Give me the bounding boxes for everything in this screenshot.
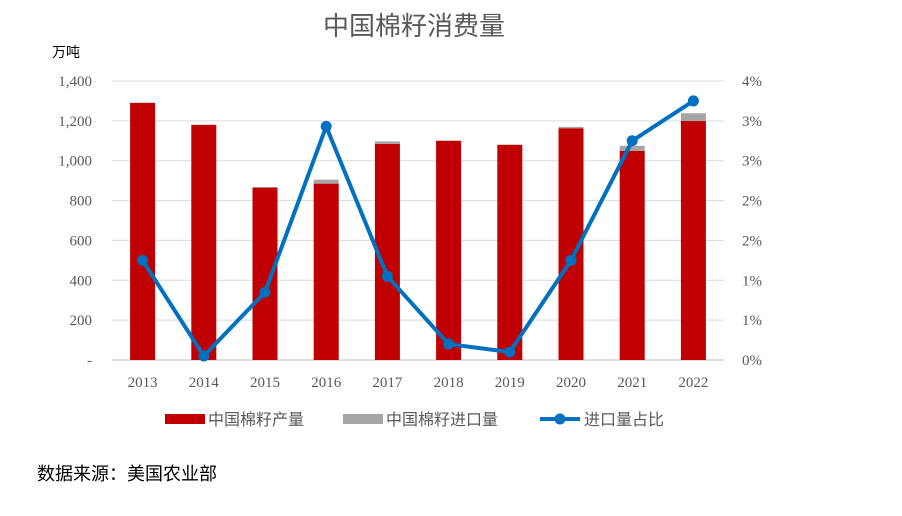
y-tick-label: - [87, 353, 92, 369]
y2-tick-label: 2% [742, 233, 762, 249]
right-axis-ticks: 0% 1% 1% 2% 2% 3% 3% 4% [742, 74, 762, 369]
y2-tick-label: 1% [742, 273, 762, 289]
ratio-point [259, 286, 271, 298]
ratio-line [137, 95, 699, 362]
ratio-point [504, 346, 516, 358]
x-tick-label: 2019 [495, 375, 525, 391]
chart-title: 中国棉籽消费量 [323, 12, 505, 42]
legend-label-import: 中国棉籽进口量 [386, 410, 498, 429]
legend-label-ratio: 进口量占比 [584, 410, 664, 429]
bar-production [191, 124, 217, 360]
legend-label-production: 中国棉籽产量 [208, 410, 304, 429]
y-tick-label: 400 [70, 273, 93, 289]
x-tick-label: 2017 [372, 375, 403, 391]
y2-tick-label: 0% [742, 353, 762, 369]
ratio-point [137, 254, 149, 266]
y-tick-label: 1,200 [58, 114, 92, 130]
source-note: 数据来源：美国农业部 [37, 464, 217, 485]
ratio-point [198, 350, 210, 362]
x-tick-label: 2015 [250, 375, 280, 391]
x-tick-label: 2018 [434, 375, 464, 391]
y-tick-label: 1,000 [58, 154, 92, 170]
x-tick-label: 2014 [189, 375, 220, 391]
bar-production [436, 140, 462, 360]
bar-import [374, 141, 400, 144]
y-tick-label: 600 [70, 233, 93, 249]
bar-production [680, 120, 706, 360]
ratio-point [320, 120, 332, 132]
y2-tick-label: 4% [742, 74, 762, 90]
y2-tick-label: 3% [742, 114, 762, 130]
ratio-line-path [140, 99, 695, 359]
ratio-point [687, 95, 699, 107]
ratio-point [565, 254, 577, 266]
legend-marker-ratio [554, 413, 566, 425]
x-tick-label: 2021 [617, 375, 647, 391]
y-tick-label: 1,400 [58, 74, 92, 90]
y2-tick-label: 2% [742, 194, 762, 210]
x-tick-label: 2020 [556, 375, 586, 391]
bar-import [313, 179, 339, 184]
bar-production [619, 150, 645, 360]
bar-import [619, 145, 645, 151]
y-tick-label: 800 [70, 194, 93, 210]
x-axis-ticks: 2013 2014 2015 2016 2017 2018 2019 2020 2021 2022 [128, 375, 709, 391]
y2-tick-label: 1% [742, 313, 762, 329]
ratio-point [443, 338, 455, 350]
x-tick-label: 2016 [311, 375, 342, 391]
bar-production [130, 102, 156, 361]
ratio-point [381, 270, 393, 282]
bar-import [680, 113, 706, 121]
legend-swatch-import [343, 414, 383, 424]
bar-production [313, 183, 339, 360]
y-axis-unit: 万吨 [52, 45, 80, 61]
left-axis-ticks: - 200 400 600 800 1,000 1,200 1,400 [58, 74, 92, 369]
bar-production [497, 144, 523, 360]
legend: 中国棉籽产量 中国棉籽进口量 进口量占比 [165, 410, 664, 429]
y-tick-label: 200 [70, 313, 93, 329]
bar-import [558, 126, 584, 129]
x-tick-label: 2022 [678, 375, 708, 391]
x-tick-label: 2013 [128, 375, 158, 391]
ratio-point [626, 135, 638, 147]
bars [130, 102, 706, 361]
y2-tick-label: 3% [742, 154, 762, 170]
legend-swatch-production [165, 414, 205, 424]
bar-import [252, 187, 278, 188]
